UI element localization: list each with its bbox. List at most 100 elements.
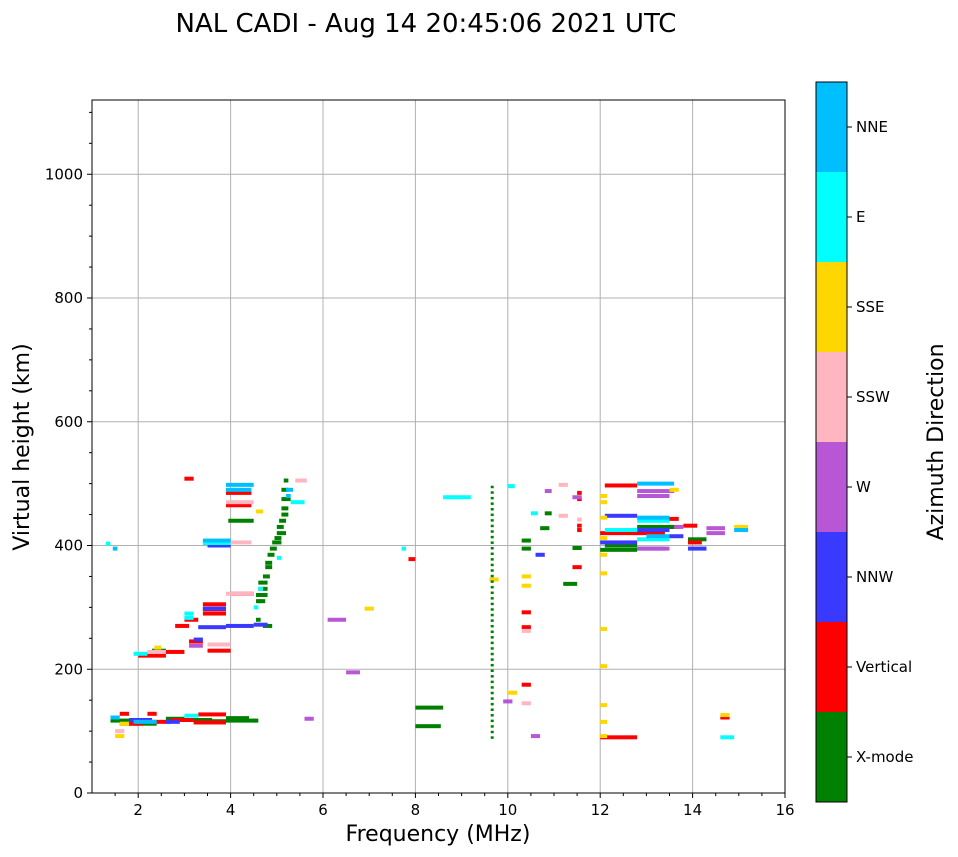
data-point — [490, 485, 494, 489]
data-point — [258, 586, 263, 591]
series-w — [189, 489, 725, 739]
x-axis-label: Frequency (MHz) — [346, 822, 531, 847]
y-tick-label: 400 — [54, 537, 83, 555]
data-point — [530, 511, 538, 516]
data-point — [577, 528, 582, 533]
data-point — [558, 513, 568, 518]
data-point — [225, 482, 254, 487]
data-point — [637, 494, 670, 498]
plot-background — [92, 100, 785, 793]
colorbar-swatch-e — [816, 172, 847, 262]
data-point — [600, 703, 608, 708]
data-point — [184, 713, 199, 718]
data-point — [734, 528, 749, 533]
data-point — [687, 537, 707, 542]
data-point — [572, 545, 582, 550]
data-point — [521, 538, 531, 543]
data-point — [115, 729, 125, 734]
data-point — [490, 524, 494, 528]
data-point — [253, 605, 259, 610]
y-tick-label: 0 — [73, 784, 83, 802]
y-axis-ticks: 0 200 400 600 800 1000 — [45, 111, 92, 802]
data-point — [734, 524, 749, 529]
data-point — [269, 546, 277, 551]
x-tick-label: 12 — [591, 801, 610, 819]
data-point — [490, 630, 494, 634]
data-point — [572, 495, 582, 500]
data-point — [265, 560, 273, 565]
data-point — [521, 701, 531, 706]
data-point — [327, 617, 347, 622]
data-point — [281, 512, 289, 517]
colorbar-tick-label: Vertical — [856, 658, 912, 676]
data-point — [490, 585, 494, 589]
data-point — [530, 734, 541, 739]
data-point — [184, 476, 194, 481]
data-point — [521, 628, 531, 633]
data-point — [669, 534, 684, 539]
data-point — [267, 552, 275, 557]
data-point — [600, 515, 608, 520]
data-point — [600, 664, 608, 669]
data-point — [265, 565, 273, 570]
data-point — [706, 526, 725, 531]
data-point — [720, 735, 735, 740]
data-point — [170, 717, 194, 722]
data-point — [521, 625, 531, 630]
data-point — [286, 494, 291, 498]
data-point — [577, 490, 582, 495]
data-point — [490, 680, 494, 684]
data-point — [276, 555, 282, 560]
data-point — [521, 574, 531, 579]
data-point — [490, 719, 494, 723]
data-point — [295, 478, 307, 483]
data-point — [600, 552, 608, 557]
data-point — [572, 565, 582, 570]
data-point — [490, 636, 494, 639]
data-point — [225, 503, 252, 508]
colorbar-label: Azimuth Direction — [924, 343, 949, 540]
data-point — [225, 591, 254, 596]
data-point — [207, 648, 231, 653]
data-point — [490, 546, 494, 550]
data-point — [563, 581, 578, 586]
data-point — [558, 482, 568, 487]
data-point — [202, 611, 226, 616]
colorbar-tick-label: SSE — [856, 298, 885, 316]
data-point — [637, 481, 675, 486]
data-point — [600, 719, 608, 724]
data-point — [490, 563, 494, 567]
data-point — [490, 641, 494, 645]
colorbar-swatch-vertical — [816, 622, 847, 712]
data-point — [490, 535, 494, 539]
data-point — [490, 691, 494, 695]
data-point — [304, 716, 314, 721]
data-point — [147, 649, 166, 654]
data-point — [507, 484, 515, 489]
data-point — [490, 552, 494, 556]
data-point — [490, 658, 494, 661]
colorbar-tick-label: E — [856, 208, 865, 226]
data-point — [521, 583, 531, 588]
data-point — [364, 606, 374, 611]
data-point — [540, 526, 550, 531]
data-point — [637, 518, 670, 523]
data-point — [133, 719, 157, 724]
x-tick-label: 8 — [411, 801, 421, 819]
data-point — [415, 724, 441, 729]
data-point — [225, 487, 252, 492]
data-point — [276, 524, 284, 529]
colorbar-tick-label: X-mode — [856, 748, 913, 766]
y-tick-label: 200 — [54, 660, 83, 678]
data-point — [443, 495, 471, 500]
data-point — [202, 606, 226, 611]
x-tick-label: 16 — [775, 801, 794, 819]
data-point — [202, 538, 231, 543]
data-point — [637, 537, 670, 542]
data-point — [646, 534, 670, 539]
x-tick-label: 6 — [318, 801, 328, 819]
data-point — [490, 647, 494, 650]
data-point — [490, 663, 494, 667]
data-point — [490, 714, 494, 717]
